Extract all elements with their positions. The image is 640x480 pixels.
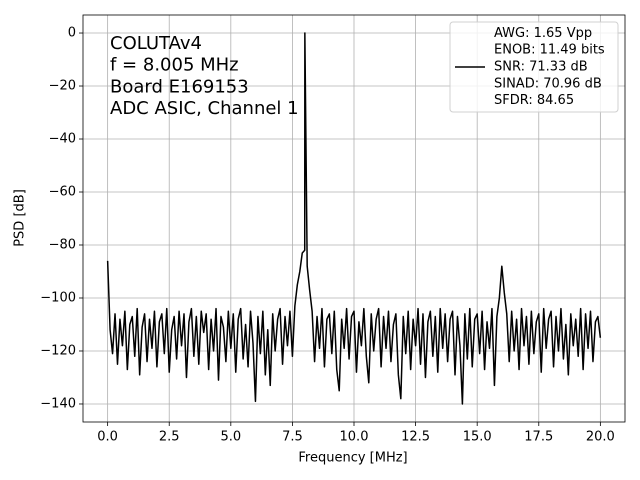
annotation: f = 8.005 MHz: [110, 55, 239, 76]
x-tick-label: 17.5: [524, 430, 553, 445]
annotation: Board E169153: [110, 76, 249, 97]
x-tick-label: 2.5: [159, 430, 180, 445]
y-tick-label: −60: [49, 185, 76, 200]
y-tick-label: −100: [40, 290, 76, 305]
y-axis-label: PSD [dB]: [13, 189, 28, 247]
annotation: ADC ASIC, Channel 1: [110, 98, 299, 119]
x-tick-label: 12.5: [401, 430, 430, 445]
x-tick-label: 5.0: [220, 430, 241, 445]
legend-label: SNR: 71.33 dB: [494, 60, 588, 75]
x-tick-label: 7.5: [282, 430, 303, 445]
y-tick-label: −40: [49, 132, 76, 147]
x-tick-label: 0.0: [97, 430, 118, 445]
plot-frame: [82, 14, 626, 423]
legend-label: SINAD: 70.96 dB: [494, 76, 602, 91]
x-tick-label: 20.0: [586, 430, 615, 445]
x-tick-label: 10.0: [340, 430, 369, 445]
y-tick-label: −20: [49, 79, 76, 94]
x-tick-label: 15.0: [463, 430, 492, 445]
y-tick-label: −140: [40, 396, 76, 411]
legend-label: SFDR: 84.65: [494, 93, 574, 108]
psd-line: [106, 32, 602, 405]
y-tick-label: 0: [68, 26, 76, 41]
legend-label: AWG: 1.65 Vpp: [494, 26, 592, 41]
legend-label: ENOB: 11.49 bits: [494, 43, 605, 58]
y-tick-label: −80: [49, 237, 76, 252]
x-axis-label: Frequency [MHz]: [298, 451, 407, 466]
annotation: COLUTAv4: [110, 33, 202, 54]
legend-box: [449, 21, 619, 113]
y-tick-label: −120: [40, 343, 76, 358]
